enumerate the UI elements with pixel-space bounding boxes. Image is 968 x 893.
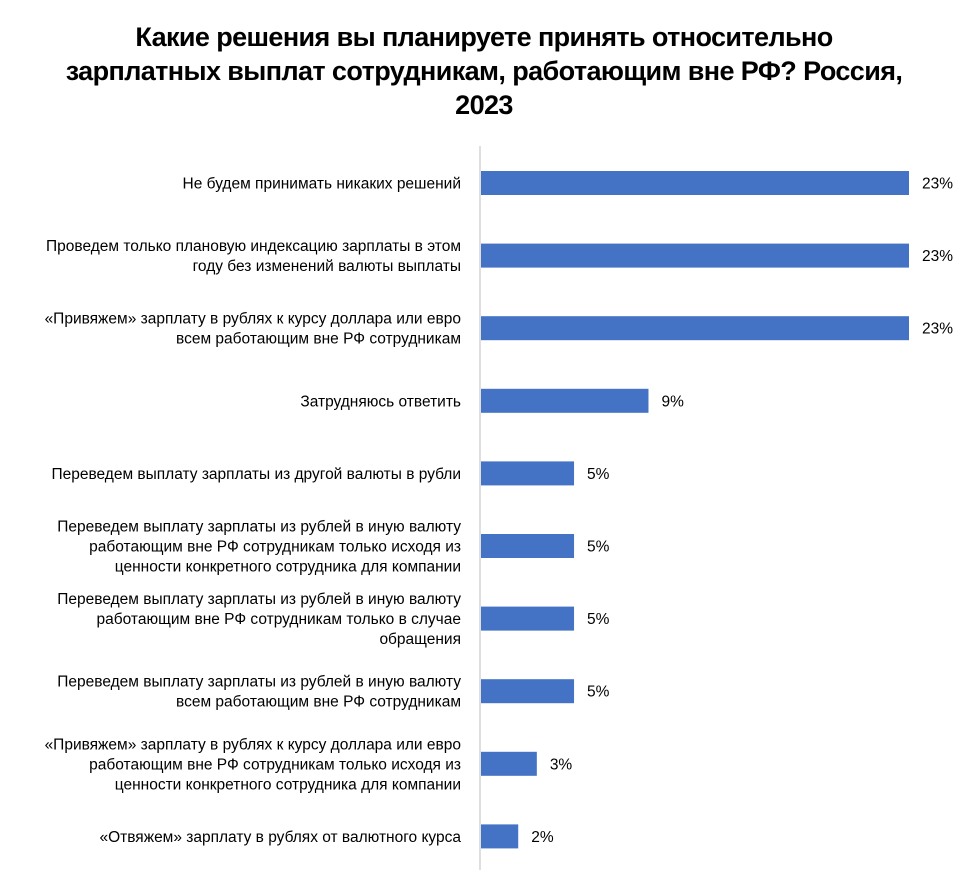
category-label-9: «Привяжем» зарплату в рублях к курсу дол… — [45, 736, 461, 793]
value-label-4: 9% — [661, 393, 684, 410]
bar-4 — [481, 388, 649, 413]
bar-5 — [481, 461, 575, 486]
value-label-2: 23% — [922, 248, 953, 265]
category-label-5: Переведем выплату зарплаты из другой вал… — [51, 466, 461, 483]
category-label-8: Переведем выплату зарплаты из рублей в и… — [57, 674, 461, 711]
category-label-2: Проведем только плановую индексацию зарп… — [46, 238, 461, 275]
value-label-7: 5% — [587, 611, 610, 628]
category-label-3: «Привяжем» зарплату в рублях к курсу дол… — [45, 311, 461, 348]
bar-8 — [481, 679, 575, 704]
bar-1 — [481, 171, 909, 195]
value-label-5: 5% — [587, 466, 610, 483]
plot-area: 23% Не будем принимать никаких решений 23%… — [45, 146, 953, 870]
bar-9 — [481, 751, 537, 776]
value-label-6: 5% — [587, 539, 610, 556]
bar-7 — [481, 606, 575, 631]
value-label-3: 23% — [922, 321, 953, 338]
bar-3 — [481, 316, 909, 341]
bar-6 — [481, 534, 575, 558]
category-label-4: Затрудняюсь ответить — [300, 393, 461, 410]
category-label-7: Переведем выплату зарплаты из рублей в и… — [57, 591, 461, 648]
value-label-1: 23% — [922, 176, 953, 193]
value-label-10: 2% — [531, 829, 554, 846]
bar-10 — [481, 824, 519, 849]
category-label-10: «Отвяжем» зарплату в рублях от валютного… — [99, 829, 461, 846]
chart-title: Какие решения вы планируете принять отно… — [65, 22, 903, 120]
category-label-6: Переведем выплату зарплаты из рублей в и… — [57, 519, 461, 576]
value-label-9: 3% — [550, 756, 573, 773]
value-label-8: 5% — [587, 684, 610, 701]
category-label-1: Не будем принимать никаких решений — [183, 176, 461, 193]
bar-2 — [481, 243, 909, 268]
